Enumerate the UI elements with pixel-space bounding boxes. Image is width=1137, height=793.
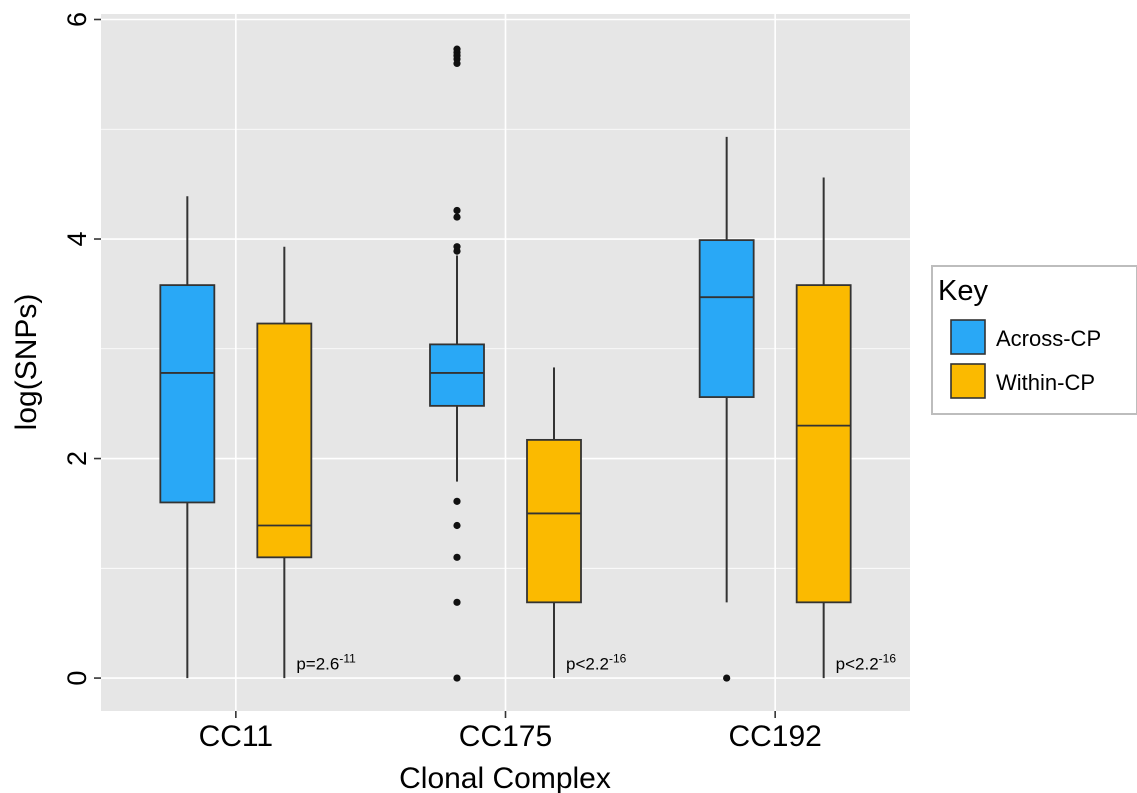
- box: [698, 239, 755, 398]
- outlier-point: [723, 674, 731, 682]
- y-tick-label: 0: [62, 671, 92, 686]
- outlier-point: [453, 45, 461, 53]
- box: [526, 438, 582, 604]
- grid-lines: [101, 14, 910, 711]
- y-axis-title: log(SNPs): [10, 294, 43, 431]
- outlier-point: [453, 206, 461, 215]
- outlier-point: [453, 553, 461, 561]
- x-tick-label: CC192: [728, 720, 821, 753]
- box: [159, 284, 216, 504]
- legend: Key Across-CP Within-CP: [931, 265, 1137, 415]
- outlier-point: [453, 674, 461, 682]
- y-tick-label: 6: [62, 12, 92, 27]
- box: [429, 343, 485, 407]
- legend-label: Across-CP: [996, 326, 1101, 351]
- outlier-point: [453, 243, 461, 251]
- legend-swatch: [950, 319, 986, 355]
- box: [256, 322, 313, 559]
- legend-label: Within-CP: [996, 370, 1095, 395]
- box: [795, 284, 852, 604]
- legend-title: Key: [938, 275, 988, 307]
- x-axis-title: Clonal Complex: [399, 762, 611, 793]
- outlier-point: [453, 213, 461, 221]
- y-tick-label: 4: [62, 232, 92, 247]
- outlier-point: [453, 598, 461, 606]
- outlier-point: [453, 497, 461, 505]
- y-axis: 0 2 4 6: [62, 12, 101, 686]
- legend-swatch: [950, 363, 986, 399]
- x-tick-label: CC11: [199, 720, 273, 753]
- y-tick-label: 2: [62, 451, 92, 466]
- x-axis: CC11 CC175 CC192: [199, 711, 822, 753]
- x-tick-label: CC175: [459, 720, 552, 753]
- box-series: [159, 45, 852, 682]
- outlier-point: [453, 521, 461, 530]
